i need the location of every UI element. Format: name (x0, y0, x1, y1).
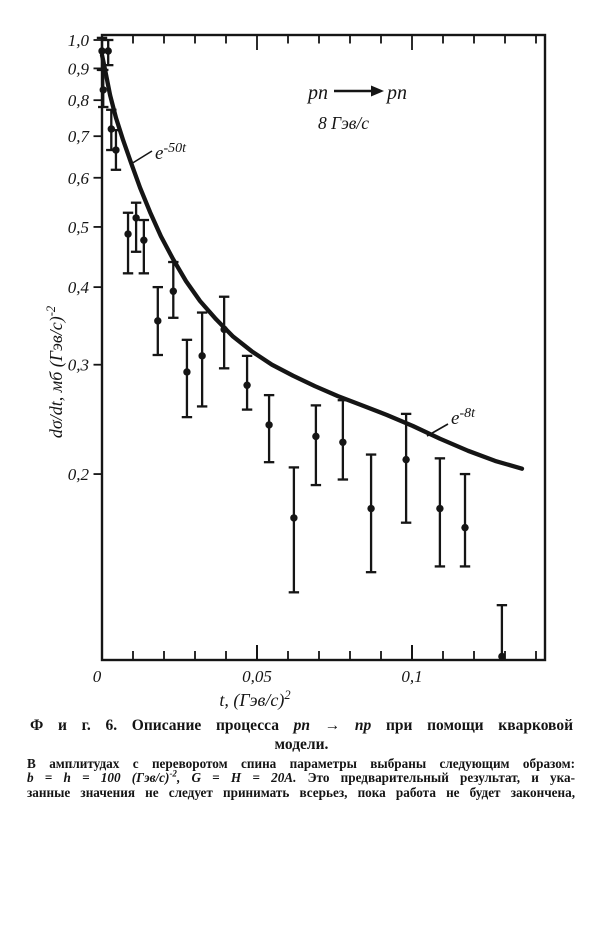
y-tick-label: 0,5 (68, 218, 89, 237)
caption-prefix: Ф и г. 6. (30, 717, 118, 734)
data-point (243, 381, 251, 389)
data-point (498, 652, 506, 661)
data-point (339, 438, 347, 446)
y-tick-label: 0,8 (68, 91, 90, 110)
shallow-slope-label: e-8t (451, 406, 476, 429)
note-line-3: занные значения не следует принимать все… (27, 784, 575, 800)
figure-plot: 1,0 0,9 0,8 0,7 0,6 0,5 0,4 0,3 0,2 0 0,05 0,1 dσ/d… (44, 31, 547, 711)
data-point (124, 230, 132, 238)
caption-text-before: Описание процесса (131, 717, 279, 734)
data-point (154, 317, 162, 325)
y-tick-label: 0,4 (68, 278, 90, 297)
figure-note: В амплитудах с переворотом спина парамет… (27, 756, 576, 800)
data-point (98, 47, 106, 55)
caption-line-1: Ф и г. 6. Описание процесса pn → np при … (30, 717, 573, 736)
y-tick-label: 0,2 (68, 465, 90, 484)
plot-frame (100, 33, 547, 662)
data-point (112, 146, 120, 154)
caption-process: pn → np (293, 717, 372, 734)
data-point (312, 432, 320, 441)
data-point (198, 352, 206, 360)
data-point (436, 504, 444, 513)
data-point (220, 325, 228, 334)
figure-caption: Ф и г. 6. Описание процесса pn → np при … (30, 717, 573, 754)
data-point (140, 236, 148, 244)
note-line-1: В амплитудах с переворотом спина парамет… (27, 756, 575, 771)
data-point (290, 514, 298, 522)
shallow-slope-leader-line (426, 423, 449, 437)
data-point (183, 368, 191, 376)
data-point (461, 523, 469, 532)
y-tick-label: 1,0 (68, 31, 90, 50)
caption-text-after: при помощи кварковой (385, 717, 573, 734)
y-tick-label: 0,6 (68, 169, 90, 188)
note-line-2: b = h = 100 (Гэв/с)-2, G = H = 20A. Это … (27, 769, 576, 786)
data-point (402, 455, 410, 464)
x-tick-label: 0,05 (242, 667, 272, 686)
y-tick-label: 0,7 (68, 127, 91, 146)
data-point (169, 287, 177, 295)
x-tick-label: 0,1 (401, 667, 422, 686)
steep-slope-label: e-50t (155, 141, 187, 164)
note-math: b = h = 100 (Гэв/с)-2, G = H = 20A. (27, 769, 297, 786)
reaction-arrowhead-icon (371, 85, 384, 97)
caption-line-2: модели. (274, 735, 329, 753)
y-tick-label: 0,3 (68, 356, 89, 375)
data-point (367, 504, 375, 513)
x-tick-label: 0 (93, 667, 102, 686)
x-axis-label: t, (Гэв/с)2 (219, 688, 290, 711)
beam-momentum-label: 8 Гэв/с (318, 113, 369, 133)
y-axis-label: dσ/dt, мб (Гэв/с)-2 (44, 306, 67, 438)
reaction-label-left: pn (306, 82, 328, 104)
data-point (99, 86, 107, 94)
data-point (104, 47, 112, 55)
data-point (265, 421, 273, 429)
reaction-label-right: pn (385, 82, 407, 104)
steep-slope-leader-line (130, 150, 153, 165)
y-tick-label: 0,9 (68, 59, 90, 78)
data-point (132, 214, 140, 222)
note-line-2-text: Это предварительный результат, и ука- (307, 770, 576, 786)
